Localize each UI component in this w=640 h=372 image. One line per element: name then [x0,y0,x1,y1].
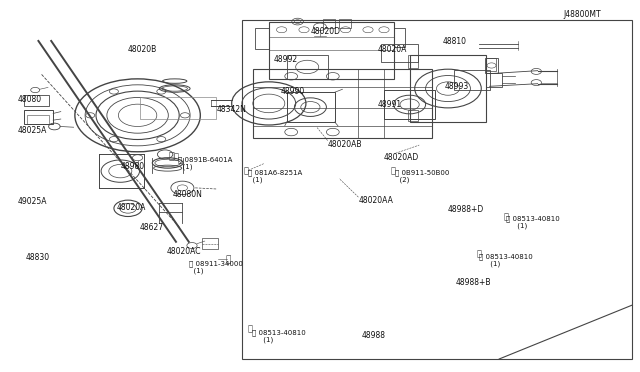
Text: 48990: 48990 [280,87,305,96]
Bar [410,55,486,122]
Text: Ⓢ: Ⓢ [247,325,252,334]
Bar [384,90,435,119]
Text: Ⓑ: Ⓑ [243,166,248,175]
Text: 48020AC: 48020AC [166,247,201,256]
Text: 48020B: 48020B [128,45,157,54]
Text: 48980: 48980 [120,162,145,171]
Text: 48988+B: 48988+B [456,278,491,287]
Bar [485,58,498,73]
Text: Ⓢ 08513-40810
     (1): Ⓢ 08513-40810 (1) [252,329,305,343]
Bar [381,44,418,62]
Text: 48020AD: 48020AD [384,153,419,161]
Bar [287,55,328,79]
Text: Ⓝ 0B911-50B00
  (2): Ⓝ 0B911-50B00 (2) [395,169,449,183]
Text: Ⓝ: Ⓝ [225,255,230,264]
Text: 48020A: 48020A [378,45,407,54]
Text: 48991: 48991 [378,100,402,109]
Bar [486,73,502,87]
Text: 48627: 48627 [140,223,164,232]
Bar [394,28,405,47]
Text: 48020D: 48020D [311,27,341,36]
Text: 48992: 48992 [274,55,298,64]
Bar [27,115,49,124]
Text: 48988+D: 48988+D [448,205,484,214]
Text: 48830: 48830 [26,253,50,262]
Bar [24,95,49,106]
Bar [323,19,335,28]
Text: 48993: 48993 [445,82,469,91]
Text: 48020AA: 48020AA [358,196,393,205]
Bar [408,55,418,68]
Text: 48080N: 48080N [173,190,203,199]
Text: 48020AB: 48020AB [328,140,362,148]
Text: Ⓝ 0891B-6401A
  (1): Ⓝ 0891B-6401A (1) [178,156,232,170]
Text: 49025A: 49025A [18,197,47,206]
Text: Ⓢ: Ⓢ [476,249,481,258]
Bar [339,19,351,28]
Bar [269,22,394,79]
Bar [255,28,269,49]
Text: Ⓢ 08513-40810
     (1): Ⓢ 08513-40810 (1) [506,216,559,230]
Bar [408,110,418,121]
Text: 48080: 48080 [18,95,42,104]
Text: 48988: 48988 [362,331,385,340]
Bar [454,70,490,90]
Text: 48342N: 48342N [216,105,246,114]
Bar [140,97,216,119]
Text: Ⓝ: Ⓝ [390,166,396,175]
Text: 48020A: 48020A [117,203,147,212]
Bar [486,58,496,71]
Text: J48800MT: J48800MT [563,10,601,19]
Bar [287,92,335,122]
Text: Ⓝ: Ⓝ [173,153,179,161]
Text: 48810: 48810 [443,37,467,46]
Text: Ⓝ: Ⓝ [168,151,175,160]
Bar [242,20,632,359]
Text: Ⓑ 081A6-8251A
  (1): Ⓑ 081A6-8251A (1) [248,169,303,183]
Text: Ⓢ: Ⓢ [503,212,508,221]
Text: Ⓝ 08911-34000
  (1): Ⓝ 08911-34000 (1) [189,260,243,274]
Text: 48025A: 48025A [18,126,47,135]
Bar [202,238,218,249]
Bar [253,69,432,138]
Text: Ⓢ 08513-40810
     (1): Ⓢ 08513-40810 (1) [479,253,532,267]
Bar [24,110,53,124]
